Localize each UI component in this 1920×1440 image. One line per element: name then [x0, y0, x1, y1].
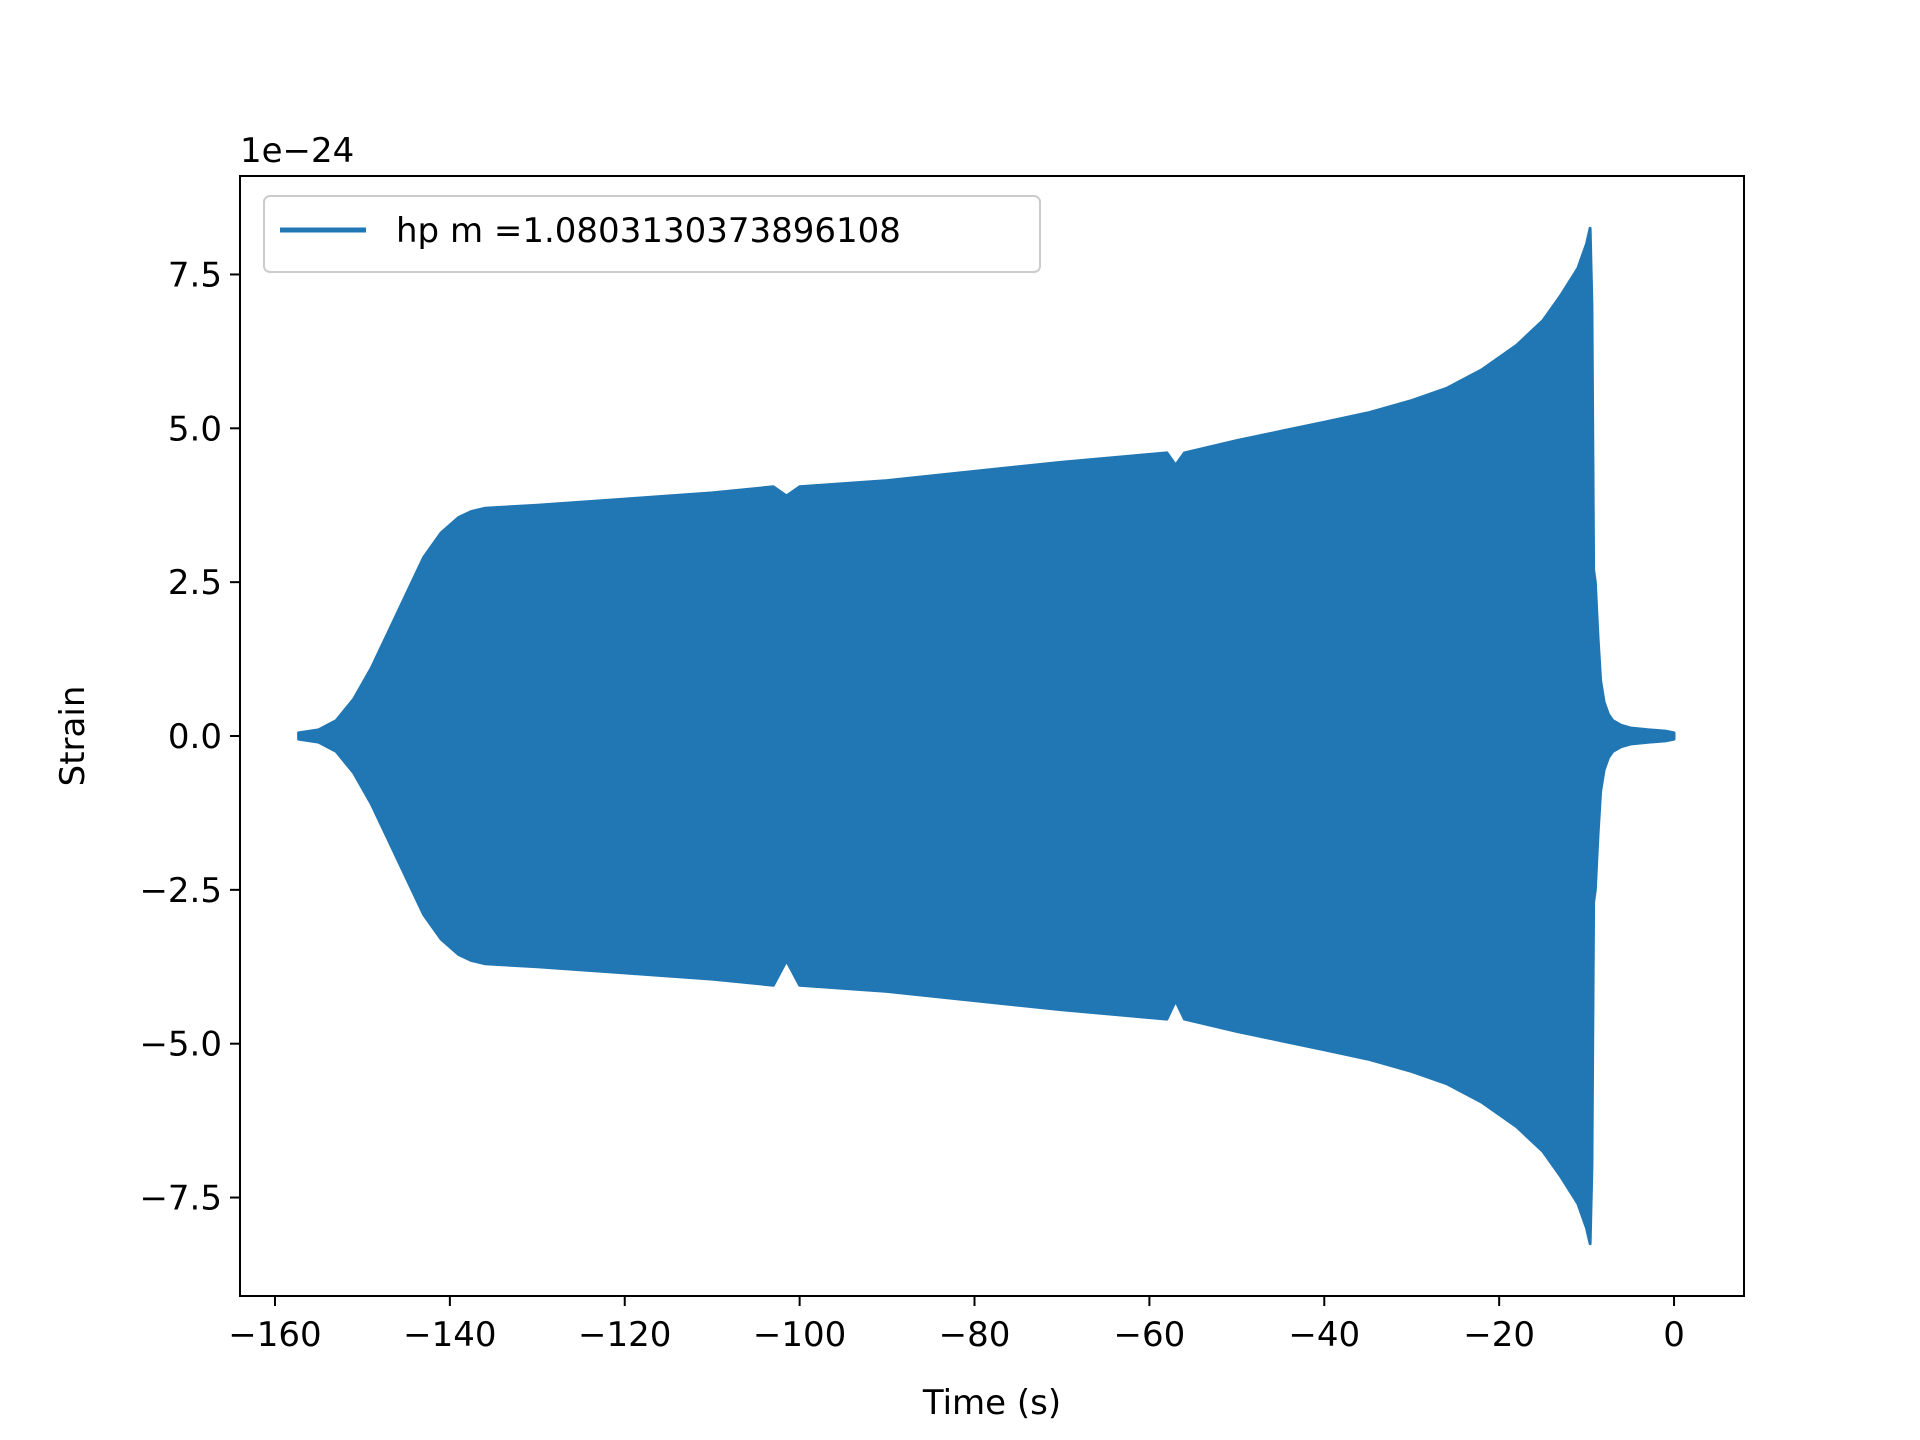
x-tick-label: −20 [1463, 1315, 1535, 1355]
legend-box [263, 195, 1041, 273]
y-axis-label: Strain [53, 686, 93, 787]
x-tick-label: −140 [403, 1315, 496, 1355]
x-tick-label: −40 [1288, 1315, 1360, 1355]
y-tick-label: 0.0 [168, 717, 222, 757]
y-axis: −7.5 −5.0 −2.5 0.0 2.5 5.0 7.5 [139, 255, 240, 1219]
series-hp-waveform [297, 226, 1676, 1246]
y-offset-label: 1e−24 [240, 131, 354, 171]
x-tick-label: −80 [939, 1315, 1011, 1355]
x-tick-label: 0 [1663, 1315, 1685, 1355]
y-tick-label: −5.0 [139, 1025, 222, 1065]
y-tick-label: 7.5 [168, 255, 222, 295]
x-tick-label: −100 [753, 1315, 846, 1355]
y-tick-label: −7.5 [139, 1179, 222, 1219]
x-tick-label: −160 [228, 1315, 321, 1355]
series-layer [297, 226, 1676, 1246]
y-tick-label: 2.5 [168, 563, 222, 603]
x-tick-label: −120 [578, 1315, 671, 1355]
legend: hp m =1.0803130373896108 [263, 195, 1041, 273]
x-axis-label: Time (s) [922, 1383, 1061, 1423]
y-tick-label: −2.5 [139, 871, 222, 911]
y-tick-label: 5.0 [168, 409, 222, 449]
x-tick-label: −60 [1114, 1315, 1186, 1355]
legend-label: hp m =1.0803130373896108 [396, 211, 901, 251]
x-axis: −160 −140 −120 −100 −80 −60 −40 −20 0 [228, 1296, 1685, 1355]
